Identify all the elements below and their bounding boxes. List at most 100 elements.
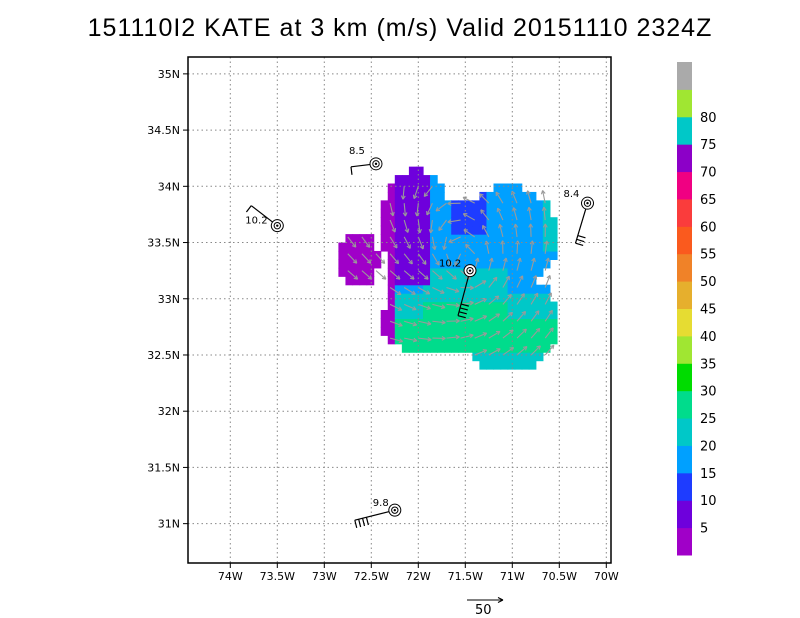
field-cell <box>401 242 410 252</box>
field-cell <box>514 326 523 336</box>
observation-station: 8.5 <box>349 146 383 175</box>
wind-vector <box>530 292 539 305</box>
field-cell <box>458 217 466 227</box>
wind-vector <box>544 257 549 271</box>
colorbar-label: 75 <box>700 138 717 153</box>
field-cell <box>486 352 495 362</box>
field-cell <box>479 267 488 277</box>
field-cell <box>415 326 424 336</box>
field-cell <box>479 284 488 294</box>
x-tick-label: 74W <box>218 570 243 583</box>
field-cell <box>444 301 452 311</box>
field-cell <box>430 343 438 353</box>
wind-vector-head <box>423 192 429 197</box>
field-cell <box>458 318 466 328</box>
y-tick-label: 34N <box>158 180 180 193</box>
field-cell <box>408 175 417 185</box>
field-cell <box>521 267 530 277</box>
wind-vector <box>432 287 445 294</box>
field-cell <box>444 225 452 235</box>
field-cell <box>415 191 424 201</box>
field-cell <box>535 335 544 345</box>
wind-vector <box>416 203 419 217</box>
wind-vector <box>446 303 460 307</box>
field-cell <box>423 234 431 244</box>
field-cell <box>528 318 537 328</box>
wind-vector-head <box>494 295 500 300</box>
field-cell <box>345 259 354 269</box>
wind-vector-head <box>427 336 432 342</box>
field-cell <box>528 352 537 362</box>
field-cell <box>451 208 459 218</box>
colorbar-segment <box>677 363 692 392</box>
colorbar-segment <box>677 445 692 474</box>
wind-vector-head <box>534 310 540 315</box>
colorbar-label: 80 <box>700 111 717 126</box>
field-cell <box>486 267 495 277</box>
field-cell <box>415 234 424 244</box>
y-tick-label: 32N <box>158 405 180 418</box>
field-cell <box>401 343 410 353</box>
wind-vector-head <box>522 346 528 351</box>
field-cell <box>465 318 473 328</box>
y-tick-label: 33.5N <box>147 237 180 250</box>
observation-label: 9.8 <box>373 498 389 509</box>
wind-vector <box>347 270 358 280</box>
wind-vector-head <box>495 313 501 318</box>
wind-vector <box>447 219 461 223</box>
colorbar-segment <box>677 418 692 446</box>
field-cell <box>472 250 480 260</box>
wind-vector <box>502 257 507 271</box>
wind-vector-head <box>404 228 410 233</box>
field-cell <box>387 318 396 328</box>
field-cell <box>430 200 438 210</box>
field-cell <box>437 191 445 201</box>
field-cell <box>486 335 495 345</box>
wind-vector <box>417 219 421 234</box>
field-cell <box>394 293 403 303</box>
field-cell <box>479 250 488 260</box>
wind-barb-feather <box>354 520 358 529</box>
field-cell <box>542 208 551 218</box>
wind-barb-feather <box>576 238 585 243</box>
field-cell <box>380 318 389 328</box>
field-cell <box>408 293 417 303</box>
field-cell <box>387 276 396 286</box>
field-cell <box>387 183 396 193</box>
wind-vector <box>529 223 532 237</box>
field-cell <box>500 183 509 193</box>
field-cell <box>472 208 480 218</box>
wind-vector <box>435 202 447 212</box>
wind-vector-head <box>492 276 498 282</box>
wind-vector-head <box>536 345 541 350</box>
wind-vector <box>474 332 487 339</box>
wind-vector <box>530 328 541 339</box>
field-cell <box>507 208 516 218</box>
field-cell <box>472 318 480 328</box>
field-cell <box>514 183 523 193</box>
wind-vector-head <box>380 259 386 264</box>
field-cell <box>507 360 516 370</box>
field-cell <box>535 234 544 244</box>
field-cell <box>394 183 403 193</box>
wind-vector-head <box>406 244 411 249</box>
wind-vector <box>389 253 399 265</box>
field-cell <box>486 318 495 328</box>
wind-barb-feather <box>350 166 353 175</box>
colorbar-label: 35 <box>700 357 717 372</box>
field-cell <box>408 234 417 244</box>
field-cell <box>387 225 396 235</box>
field-cell <box>500 301 509 311</box>
wind-vector-head <box>474 257 480 263</box>
field-cell <box>430 276 438 286</box>
field-cell <box>415 284 424 294</box>
field-cell <box>486 326 495 336</box>
field-cell <box>514 293 523 303</box>
wind-vector <box>516 293 525 305</box>
observation-label: 10.2 <box>245 216 267 227</box>
wind-vector-head <box>398 338 404 343</box>
colorbar-label: 50 <box>700 275 717 290</box>
field-cell <box>387 200 396 210</box>
observation-label: 8.4 <box>564 189 580 200</box>
wind-vector-head <box>391 228 397 233</box>
